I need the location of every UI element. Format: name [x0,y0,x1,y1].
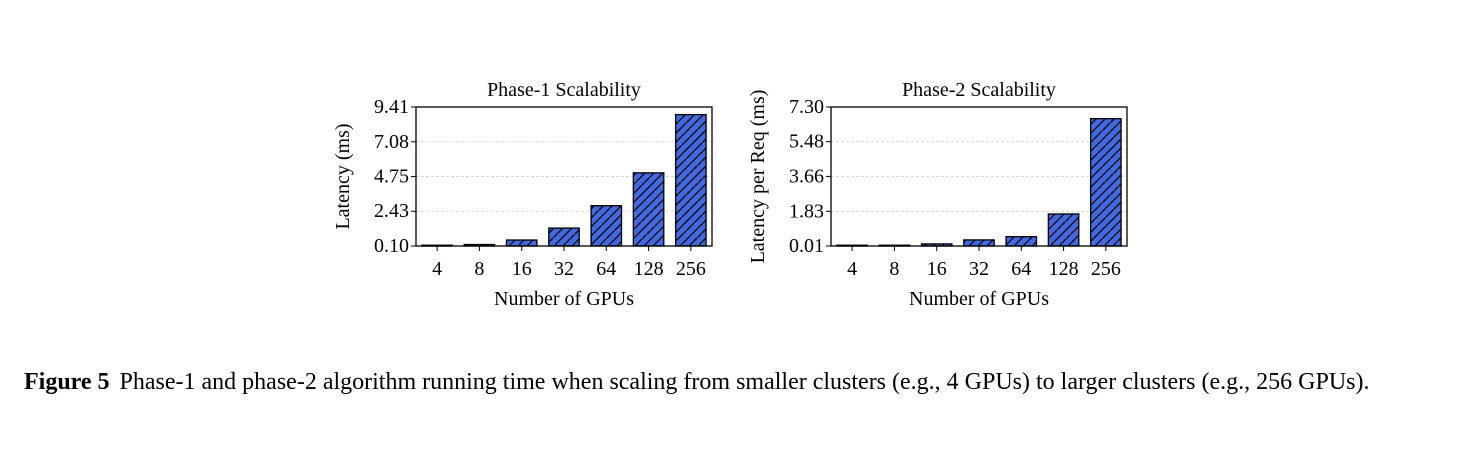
bar-16 [505,239,538,247]
figure-caption-text: Phase-1 and phase-2 algorithm running ti… [119,369,1370,395]
x-tick-label: 8 [889,258,899,280]
bar-64 [590,205,623,247]
y-tick-label: 7.08 [374,131,409,153]
plot-frame [830,106,1128,247]
y-tick-label: 4.75 [374,166,409,188]
bar-32 [548,227,580,247]
phase1-chart: 0.10 2.43 4.75 7.08 9.41 4 8 16 32 64 128 256 Phase-… [325,70,720,320]
y-tick-label: 1.83 [789,200,824,222]
chart-title: Phase-2 Scalability [902,79,1056,101]
y-tick-label: 3.66 [789,165,824,187]
figure-label: Figure 5 [24,369,110,395]
bar-256 [674,113,707,247]
y-tick-label: 7.30 [789,96,824,118]
plot-frame [415,106,713,247]
bar-128 [1047,213,1080,247]
bar-256 [1089,117,1122,247]
bar-128 [632,172,665,247]
bar-32 [963,239,995,247]
x-tick-label: 64 [1011,258,1031,280]
chart-1-svg: 0.01 1.83 3.66 5.48 7.30 4 8 16 32 64 128 256 Phase-… [747,79,1128,310]
chart-0-svg: 0.10 2.43 4.75 7.08 9.41 4 8 16 32 64 128 256 Phase-… [332,79,713,310]
x-tick-label: 4 [432,258,442,280]
x-tick-label: 32 [969,258,989,280]
x-tick-label: 8 [474,258,484,280]
x-tick-label: 32 [554,258,574,280]
x-tick-label: 4 [847,258,857,280]
x-tick-label: 128 [634,258,664,280]
x-tick-label: 256 [1091,258,1121,280]
x-tick-label: 256 [676,258,706,280]
y-tick-label: 2.43 [374,200,409,222]
x-axis-label: Number of GPUs [909,288,1049,310]
x-tick-label: 64 [596,258,616,280]
y-tick-label: 0.10 [374,235,409,257]
bar-64 [1005,236,1038,247]
phase2-chart: 0.01 1.83 3.66 5.48 7.30 4 8 16 32 64 128 256 Phase-… [740,70,1135,320]
figure-caption: Figure 5 Phase-1 and phase-2 algorithm ru… [24,366,1439,399]
y-axis-label: Latency (ms) [332,123,354,229]
y-tick-label: 9.41 [374,96,409,118]
y-tick-label: 0.01 [789,235,824,257]
x-axis-label: Number of GPUs [494,288,634,310]
x-tick-label: 128 [1049,258,1079,280]
x-tick-label: 16 [512,258,532,280]
chart-title: Phase-1 Scalability [487,79,641,101]
y-axis-label: Latency per Req (ms) [747,90,769,264]
x-tick-label: 16 [927,258,947,280]
y-tick-label: 5.48 [789,131,824,153]
